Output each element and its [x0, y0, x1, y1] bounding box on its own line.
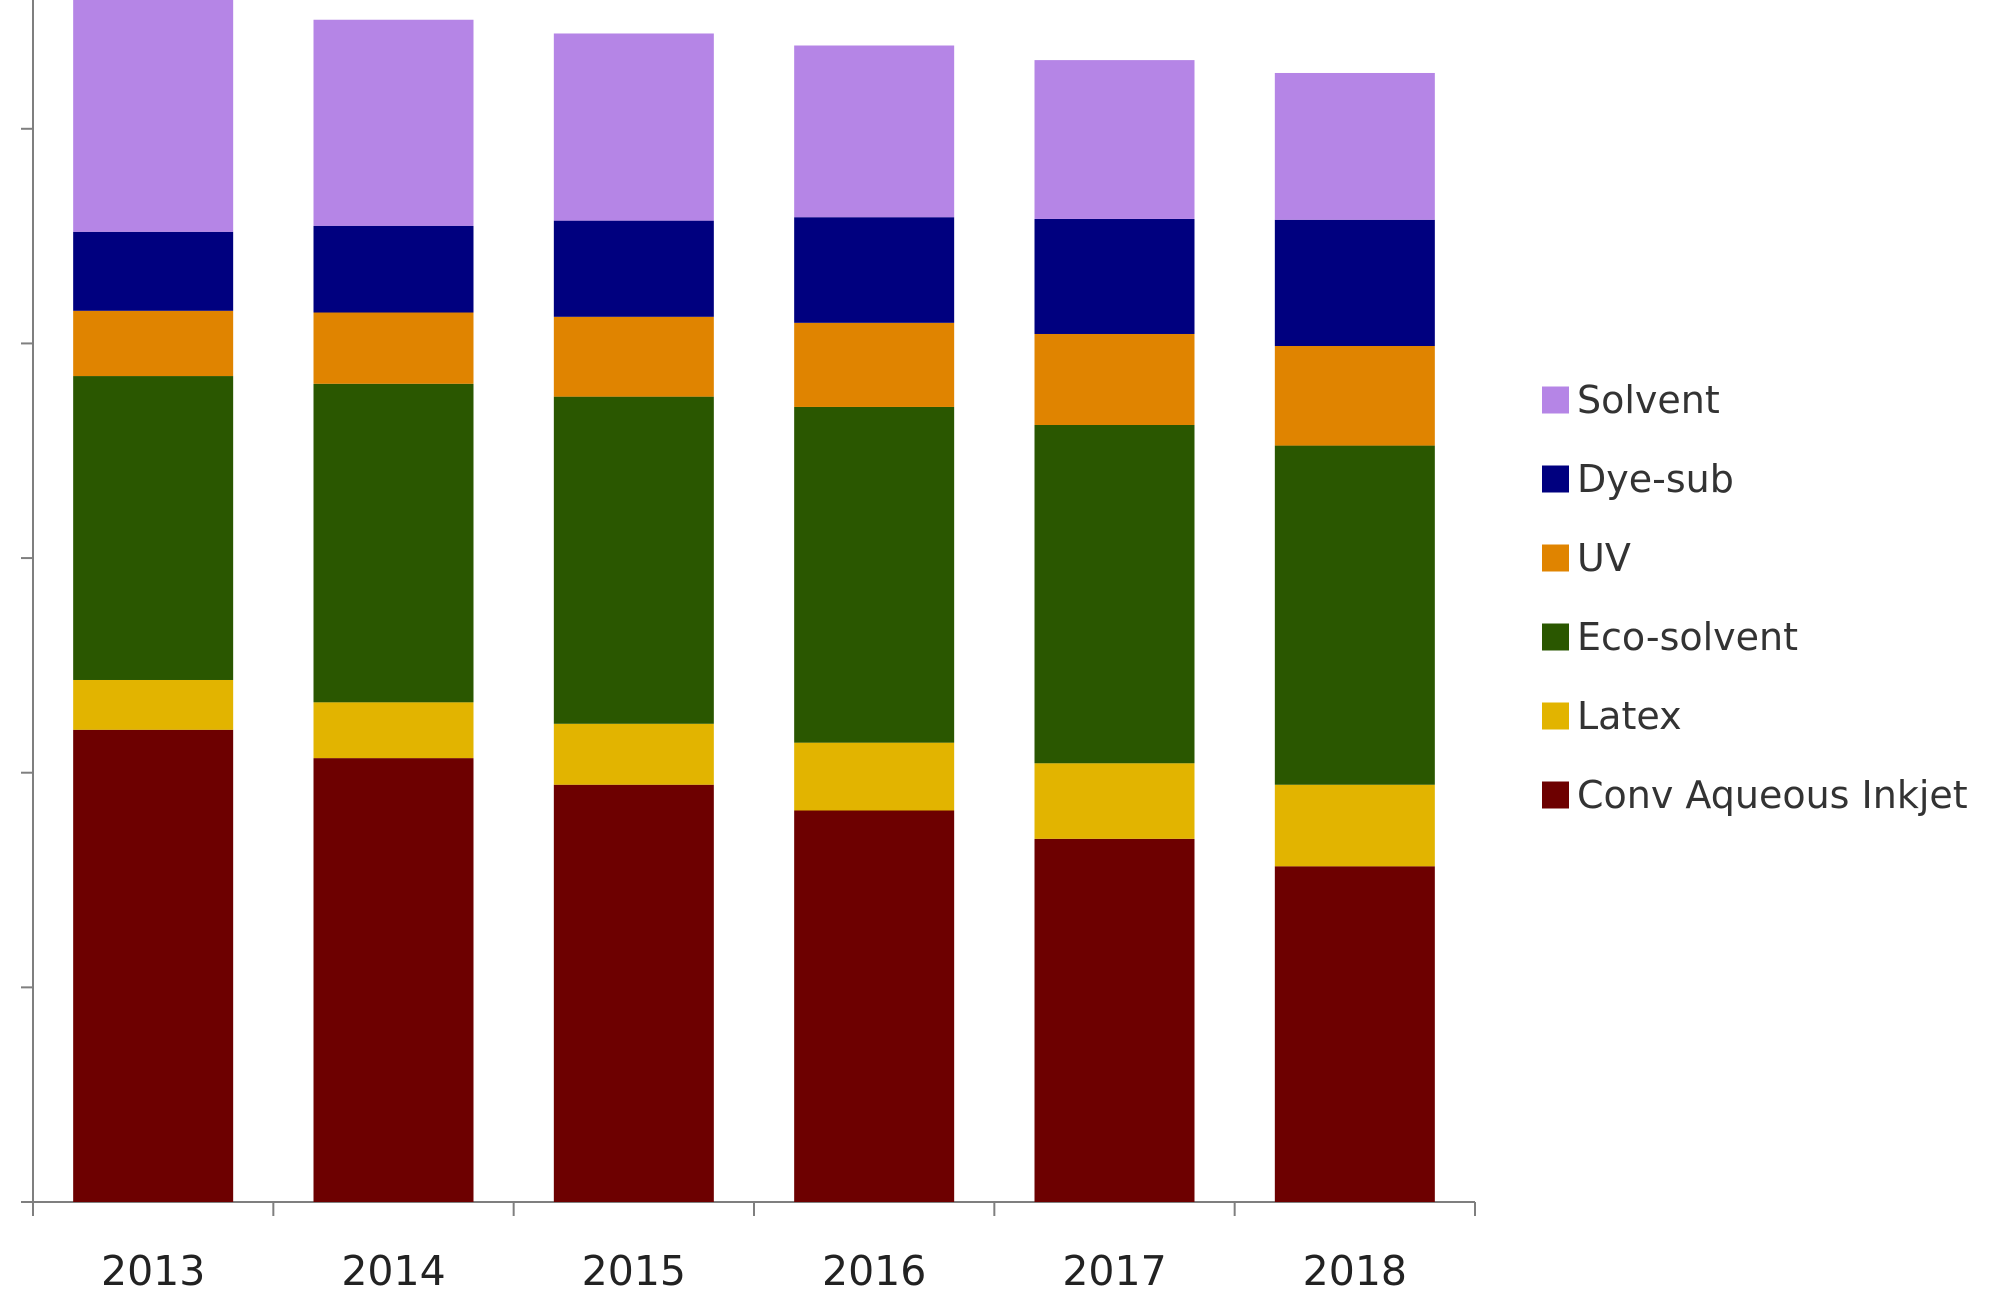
- x-tick-label: 2018: [1303, 1247, 1407, 1295]
- bar-solvent-2015: [553, 33, 714, 221]
- bar-latex-2016: [794, 742, 955, 811]
- bar-latex-2017: [1034, 763, 1195, 839]
- bar-dye-sub-2014: [313, 225, 474, 313]
- legend-label: Dye-sub: [1577, 457, 1734, 501]
- legend: Solvent Dye-sub UV Eco-solvent Latex Conv Aqu…: [1542, 378, 1968, 817]
- bar-conv-aqueous-inkjet-2018: [1274, 866, 1435, 1202]
- bar-eco-solvent-2015: [553, 396, 714, 724]
- legend-swatch-latex: [1542, 702, 1569, 730]
- x-axis-ticks: 2013 2014 2015 2016 2017 2018: [32, 1202, 1476, 1295]
- bar-conv-aqueous-inkjet-2017: [1034, 838, 1195, 1202]
- bar-conv-aqueous-inkjet-2016: [794, 810, 955, 1202]
- bar-uv-2015: [553, 316, 714, 397]
- bar-latex-2013: [73, 679, 234, 730]
- bar-dye-sub-2017: [1034, 218, 1195, 334]
- legend-swatch-solvent: [1542, 386, 1569, 414]
- x-tick-label: 2015: [582, 1247, 686, 1295]
- bar-conv-aqueous-inkjet-2013: [73, 729, 234, 1202]
- bar-latex-2015: [553, 723, 714, 785]
- bar-eco-solvent-2018: [1274, 445, 1435, 785]
- bar-uv-2013: [73, 310, 234, 377]
- x-tick-label: 2014: [341, 1247, 445, 1295]
- bar-dye-sub-2015: [553, 220, 714, 317]
- axes: [21, 0, 1475, 1203]
- legend-swatch-conv-aqueous-inkjet: [1542, 781, 1569, 809]
- bar-conv-aqueous-inkjet-2015: [553, 784, 714, 1202]
- bar-solvent-2016: [794, 45, 955, 218]
- bar-eco-solvent-2013: [73, 376, 234, 680]
- bar-solvent-2014: [313, 19, 474, 226]
- legend-label: Solvent: [1577, 378, 1720, 422]
- bar-eco-solvent-2017: [1034, 424, 1195, 764]
- legend-label: Conv Aqueous Inkjet: [1577, 773, 1968, 817]
- bar-dye-sub-2018: [1274, 219, 1435, 347]
- bar-eco-solvent-2016: [794, 406, 955, 743]
- x-tick-label: 2013: [101, 1247, 205, 1295]
- x-tick-label: 2016: [822, 1247, 926, 1295]
- bar-dye-sub-2016: [794, 217, 955, 323]
- legend-swatch-eco-solvent: [1542, 623, 1569, 651]
- bars: [73, 0, 1435, 1202]
- bar-uv-2018: [1274, 346, 1435, 446]
- x-tick-label: 2017: [1062, 1247, 1166, 1295]
- bar-solvent-2013: [73, 0, 234, 232]
- bar-dye-sub-2013: [73, 231, 234, 311]
- legend-label: Eco-solvent: [1577, 615, 1798, 659]
- bar-eco-solvent-2014: [313, 383, 474, 703]
- bar-uv-2016: [794, 322, 955, 407]
- bar-latex-2014: [313, 702, 474, 759]
- bar-uv-2014: [313, 312, 474, 384]
- legend-swatch-dye-sub: [1542, 465, 1569, 493]
- bar-latex-2018: [1274, 784, 1435, 867]
- legend-swatch-uv: [1542, 544, 1569, 572]
- bar-uv-2017: [1034, 333, 1195, 425]
- legend-label: UV: [1577, 536, 1631, 580]
- bar-conv-aqueous-inkjet-2014: [313, 758, 474, 1202]
- bar-solvent-2017: [1034, 60, 1195, 219]
- bar-solvent-2018: [1274, 72, 1435, 220]
- legend-label: Latex: [1577, 694, 1682, 738]
